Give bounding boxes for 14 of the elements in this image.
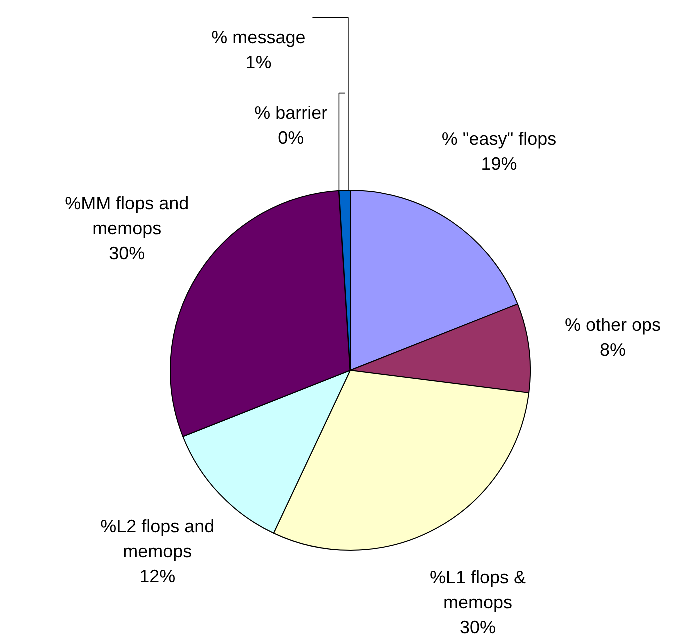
category-label: % barrier: [254, 103, 328, 124]
slice-label: %L2 flops and memops: [100, 516, 215, 562]
data-label: 30%: [109, 244, 146, 264]
data-label: 19%: [481, 154, 518, 174]
data-label: 12%: [140, 566, 176, 587]
slice-label: %MM flops and memops: [65, 194, 190, 239]
data-label: 1%: [246, 52, 272, 73]
slice-label: % "easy" flops: [442, 129, 557, 150]
slice-label: % message: [212, 28, 306, 48]
slice-label: % other ops: [564, 314, 662, 335]
slice-label: %L1 flops & memops: [430, 567, 526, 612]
data-label: 30%: [460, 617, 496, 638]
data-label: 8%: [600, 340, 626, 360]
text: 0%: [278, 128, 304, 148]
